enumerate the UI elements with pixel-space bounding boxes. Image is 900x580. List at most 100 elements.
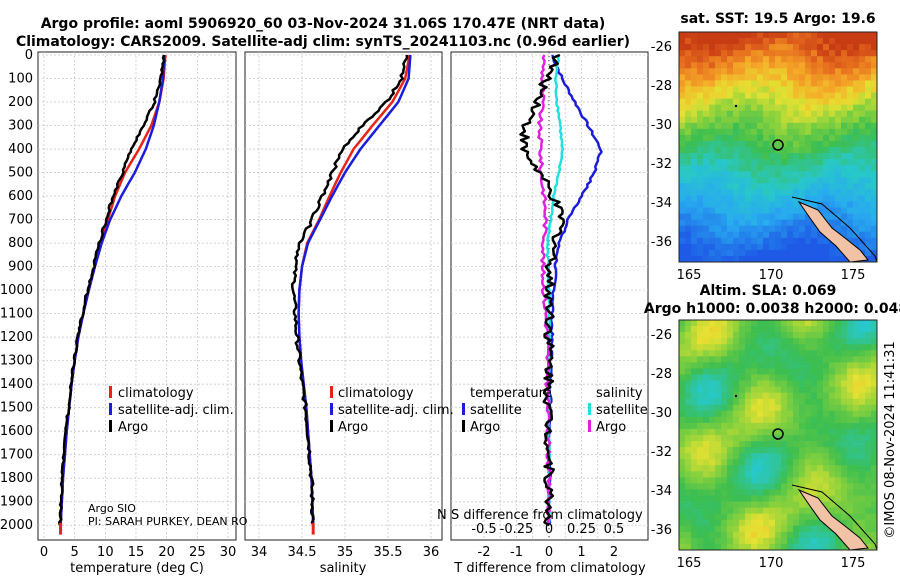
sla-cell: [757, 320, 764, 327]
sst-cell: [829, 165, 836, 172]
sst-cell: [781, 56, 788, 63]
sst-cell: [829, 38, 836, 45]
sla-cell: [727, 410, 734, 418]
sst-cell: [769, 231, 776, 239]
sla-cell: [835, 459, 842, 466]
sst-cell: [799, 86, 806, 93]
sla-cell: [799, 453, 806, 460]
sla-cell: [799, 513, 806, 521]
sla-cell: [727, 453, 734, 460]
sst-cell: [787, 50, 794, 57]
sst-cell: [853, 92, 860, 99]
sst-cell: [679, 249, 686, 257]
sst-cell: [685, 140, 692, 148]
sla-cell: [823, 435, 830, 442]
sla-cell: [793, 537, 800, 545]
sla-cell: [691, 537, 698, 545]
sla-cell: [715, 447, 722, 454]
sla-cell: [793, 459, 800, 466]
sst-cell: [703, 243, 710, 251]
sla-cell: [685, 344, 692, 351]
sla-cell: [685, 380, 692, 387]
sla-cell: [847, 362, 854, 369]
sla-cell: [679, 459, 686, 466]
sla-lon-tick: 170: [759, 556, 784, 571]
sla-cell: [715, 404, 722, 412]
sla-cell: [721, 332, 728, 339]
sst-cell: [817, 195, 824, 202]
sla-cell: [793, 338, 800, 345]
sla-cell: [829, 398, 836, 406]
sst-cell: [775, 207, 782, 214]
sst-cell: [805, 134, 812, 142]
sst-cell: [685, 134, 692, 142]
sst-cell: [859, 134, 866, 142]
sst-cell: [781, 32, 788, 39]
sst-cell: [715, 201, 722, 208]
sla-cell: [757, 459, 764, 466]
sla-cell: [781, 531, 788, 539]
sla-cell: [691, 525, 698, 533]
sst-cell: [739, 98, 746, 106]
sst-cell: [865, 92, 872, 99]
sst-cell: [769, 183, 776, 190]
sst-cell: [751, 104, 758, 112]
sst-cell: [691, 153, 698, 160]
sla-cell: [739, 489, 746, 496]
sla-cell: [865, 483, 872, 490]
sst-cell: [691, 86, 698, 93]
sla-cell: [763, 410, 770, 418]
sst-cell: [727, 237, 734, 245]
sst-cell: [835, 110, 842, 118]
sla-cell: [769, 453, 776, 460]
sst-cell: [697, 171, 704, 178]
sla-cell: [805, 483, 812, 490]
sla-cell: [805, 398, 812, 406]
sst-cell: [853, 189, 860, 196]
sla-cell: [817, 386, 824, 394]
sst-cell: [709, 165, 716, 172]
sla-cell: [691, 495, 698, 502]
sst-cell: [769, 50, 776, 57]
sla-cell: [757, 350, 764, 357]
sla-cell: [769, 356, 776, 363]
sla-cell: [769, 362, 776, 369]
sla-cell: [805, 471, 812, 478]
sla-cell: [679, 350, 686, 357]
sla-cell: [823, 495, 830, 502]
sst-cell: [787, 62, 794, 69]
sla-cell: [859, 326, 866, 333]
sst-cell: [775, 195, 782, 202]
sst-cell: [751, 195, 758, 202]
sla-cell: [835, 332, 842, 339]
sst-cell: [781, 165, 788, 172]
sla-cell: [847, 501, 854, 509]
sst-cell: [697, 249, 704, 257]
sla-cell: [691, 410, 698, 418]
sla-cell: [769, 338, 776, 345]
sst-cell: [793, 98, 800, 106]
sla-cell: [799, 495, 806, 502]
sla-cell: [817, 356, 824, 363]
sla-cell: [739, 344, 746, 351]
sst-cell: [679, 140, 686, 148]
sst-cell: [865, 62, 872, 69]
sst-cell: [715, 128, 722, 136]
sla-cell: [847, 525, 854, 533]
sla-cell: [685, 320, 692, 327]
sla-cell: [691, 435, 698, 442]
sla-cell: [757, 368, 764, 375]
sla-cell: [787, 338, 794, 345]
sst-cell: [853, 159, 860, 166]
legend-label-s-satellite: satellite: [596, 403, 648, 418]
sla-cell: [829, 428, 836, 436]
sst-cell: [853, 98, 860, 106]
previous-position-dot: [734, 394, 738, 398]
sla-cell: [715, 356, 722, 363]
sst-cell: [853, 165, 860, 172]
sla-cell: [733, 489, 740, 496]
sst-cell: [811, 153, 818, 160]
sla-cell: [685, 513, 692, 521]
sst-cell: [775, 219, 782, 227]
sla-cell: [793, 513, 800, 521]
